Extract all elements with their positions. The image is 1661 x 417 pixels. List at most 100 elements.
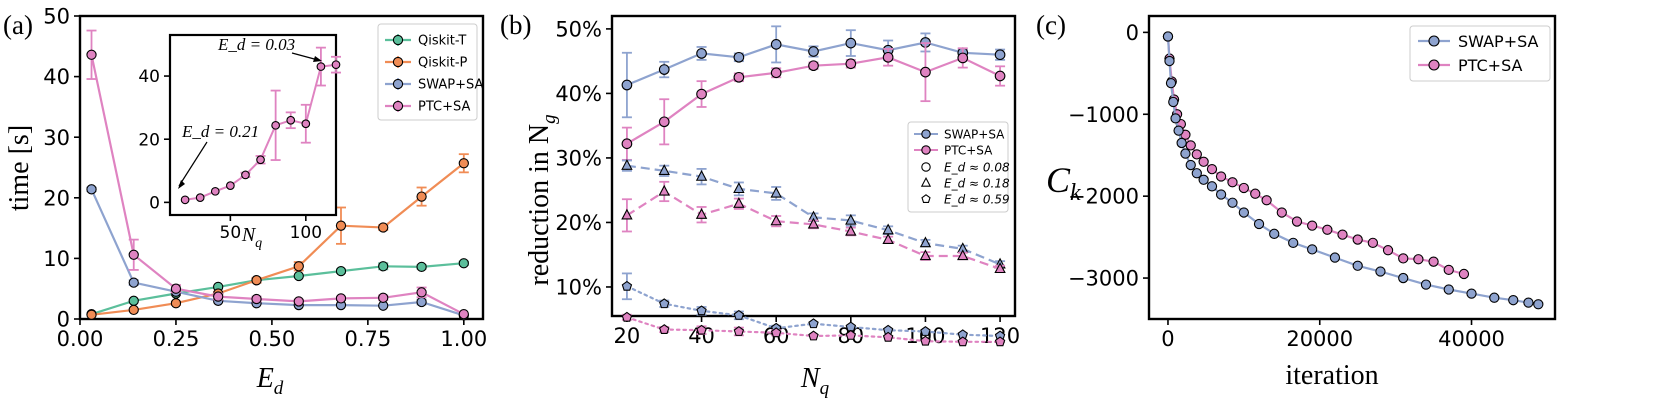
panel-a-xtick-label: 0.25 [153, 327, 200, 351]
point-ptc-sa-ed-008 [696, 88, 707, 100]
panel-b-legend: SWAP+SA PTC+SA E_d ≈ 0.08 E_d ≈ 0.18 E_d ≈ 0… [907, 121, 1010, 213]
panel-a-ylabel: time [s] [4, 125, 35, 211]
series-swap-sa [1162, 31, 1544, 310]
inset-point-ptc-sa [271, 120, 280, 130]
inset-xtick-label: 100 [290, 223, 322, 243]
point-ptc-sa [1307, 220, 1318, 231]
point-ptc-sa-ed-059 [808, 330, 819, 341]
inset-point-ptc-sa [331, 60, 341, 70]
point-swap-sa [1375, 266, 1386, 277]
legend-marker-pentagon [921, 194, 931, 203]
point-qiskit-p [293, 261, 304, 272]
panel-c-xlabel: iteration [1285, 360, 1378, 391]
point-ptc-sa [293, 296, 304, 307]
panel-a-ytick-label: 10 [43, 247, 70, 271]
point-ptc-sa [1250, 188, 1261, 199]
panel-c-xtick-label: 0 [1161, 327, 1174, 351]
point-qiskit-p [251, 275, 262, 286]
legend-marker-ptc-sa [392, 100, 404, 112]
inset-point-ptc-sa [301, 119, 311, 129]
point-swap-sa-ed-008 [658, 64, 670, 75]
point-swap-sa [416, 296, 427, 308]
point-ptc-sa [213, 291, 224, 302]
point-qiskit-p [86, 309, 97, 320]
point-qiskit-p [170, 298, 182, 309]
point-swap-sa [1533, 299, 1544, 310]
line-swap-sa-ed-059 [625, 285, 1002, 338]
point-ptc-sa [1198, 156, 1209, 167]
point-ptc-sa [251, 293, 262, 305]
point-ptc-sa [1185, 140, 1196, 151]
point-ptc-sa [1215, 171, 1227, 182]
point-qiskit-p [335, 220, 347, 231]
point-ptc-sa [1367, 237, 1379, 248]
point-swap-sa [1288, 237, 1299, 248]
point-swap-sa [1180, 148, 1191, 159]
series-qiskit-t [86, 258, 469, 320]
panel-c-ytick-label: −1000 [1068, 103, 1139, 127]
legend-marker-circle [921, 162, 931, 172]
legend-marker-qiskit-p [392, 56, 404, 68]
point-ptc-sa-ed-018 [733, 197, 745, 208]
panel-a-xtick-label: 0.75 [344, 327, 391, 351]
point-ptc-sa-ed-008 [733, 71, 745, 83]
panel-b-ytick-label: 50% [555, 17, 602, 41]
point-swap-sa-ed-018 [621, 158, 633, 170]
point-swap-sa [1352, 260, 1363, 271]
point-swap-sa [1191, 168, 1202, 179]
point-swap-sa-ed-008 [733, 51, 745, 63]
inset-point-ptc-sa [226, 181, 235, 190]
point-qiskit-t [128, 295, 139, 306]
panel-b-ytick-label: 30% [555, 146, 602, 170]
point-swap-sa [1508, 295, 1519, 306]
point-ptc-sa [128, 249, 139, 260]
legend-label-qiskit-p: Qiskit-P [418, 56, 468, 71]
point-qiskit-p [378, 222, 389, 233]
point-ptc-sa-ed-018 [621, 208, 633, 220]
inset-series [180, 46, 341, 205]
point-ptc-sa-ed-059 [845, 329, 857, 340]
series-ptc-sa-ed-018 [621, 180, 1006, 274]
panel-c-label: (c) [1036, 10, 1066, 40]
panel-c-ylabel: Ck [1046, 160, 1081, 206]
point-ptc-sa-ed-008 [621, 138, 633, 150]
panel-a-ytick-label: 40 [43, 65, 70, 89]
legend-label-ptc-sa: PTC+SA [944, 144, 993, 158]
panel-a-xtick-label: 1.00 [440, 327, 487, 351]
point-swap-sa-ed-008 [696, 48, 707, 59]
point-ptc-sa [1238, 182, 1250, 194]
point-swap-sa-ed-059 [808, 318, 819, 329]
point-ptc-sa [1322, 224, 1333, 235]
point-ptc-sa-ed-008 [770, 67, 782, 79]
point-swap-sa [1215, 189, 1227, 200]
panel-b-ytick-label: 10% [555, 276, 602, 300]
panel-c-xtick-label: 40000 [1438, 327, 1505, 351]
point-ptc-sa [1206, 163, 1218, 175]
panel-c-ytick-label: −2000 [1068, 185, 1139, 209]
point-ptc-sa-ed-018 [807, 217, 820, 229]
point-swap-sa [1185, 159, 1196, 171]
point-qiskit-p [416, 191, 427, 202]
point-ptc-sa [1382, 245, 1394, 256]
point-ptc-sa-ed-008 [994, 70, 1006, 82]
point-ptc-sa-ed-059 [994, 336, 1006, 347]
point-swap-sa-ed-018 [845, 213, 857, 225]
inset-point-ptc-sa [256, 155, 265, 165]
point-ptc-sa-ed-018 [957, 249, 969, 261]
point-qiskit-t [378, 261, 389, 272]
panel-a-label: (a) [3, 10, 33, 40]
series-ptc-sa-ed-008 [621, 42, 1006, 161]
point-qiskit-t [335, 265, 347, 277]
panel-c: (c) Ck iteration 0 20000 40000 0 −1000 −2000 −… [1036, 10, 1557, 391]
legend-label-ptc-sa: PTC+SA [1458, 56, 1523, 75]
legend-label-swap-sa: SWAP+SA [418, 78, 484, 93]
point-swap-sa [1162, 31, 1174, 42]
panel-a-xtick-label: 0.00 [57, 327, 104, 351]
legend-marker-ptc-sa [1428, 59, 1440, 71]
panel-c-ytick-label: −3000 [1068, 267, 1139, 291]
point-swap-sa-ed-059 [733, 309, 745, 320]
inset-point-ptc-sa [241, 170, 250, 180]
panel-c-series [1162, 31, 1544, 310]
point-ptc-sa [170, 283, 182, 294]
